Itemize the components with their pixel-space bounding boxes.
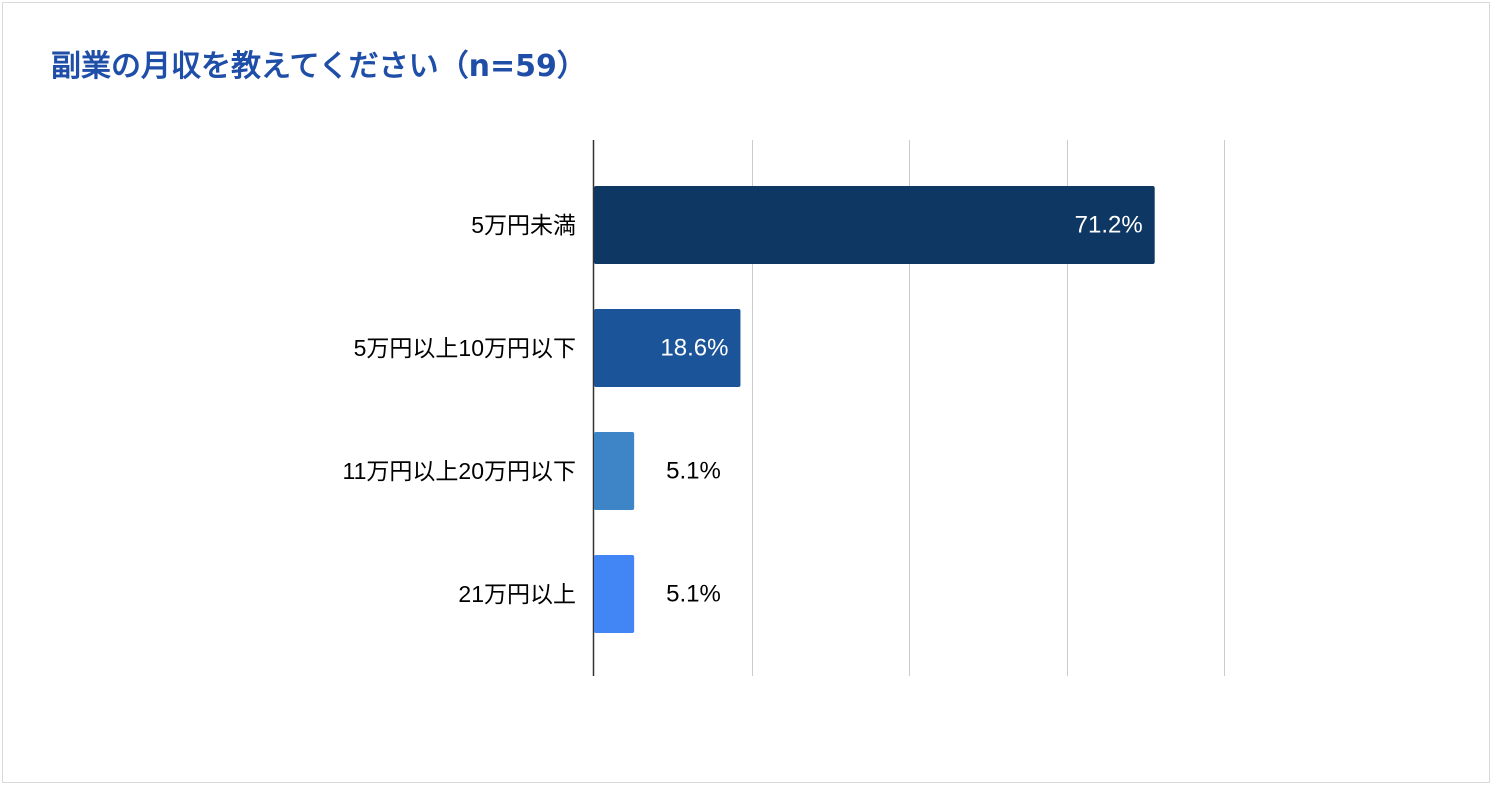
value-label-1: 71.2% [1075, 212, 1143, 239]
category-label-4: 21万円以上 [458, 581, 576, 607]
value-label-3: 5.1% [666, 458, 721, 485]
value-label-2: 18.6% [660, 335, 728, 362]
category-label-1: 5万円未満 [471, 212, 576, 238]
value-label-4: 5.1% [666, 581, 721, 608]
bar-1 [594, 186, 1155, 264]
labels-layer: 5万円未満 71.2% 5万円以上10万円以下 18.6% 11万円以上20万円以下 5.… [343, 212, 1143, 608]
bar-3 [594, 432, 635, 510]
bar-2 [594, 309, 741, 387]
category-label-2: 5万円以上10万円以下 [354, 335, 576, 361]
chart-title: 副業の月収を教えてください（n=59） [51, 49, 587, 84]
category-label-3: 11万円以上20万円以下 [343, 458, 576, 484]
bars-layer [594, 186, 1155, 633]
bar-4 [594, 555, 635, 633]
